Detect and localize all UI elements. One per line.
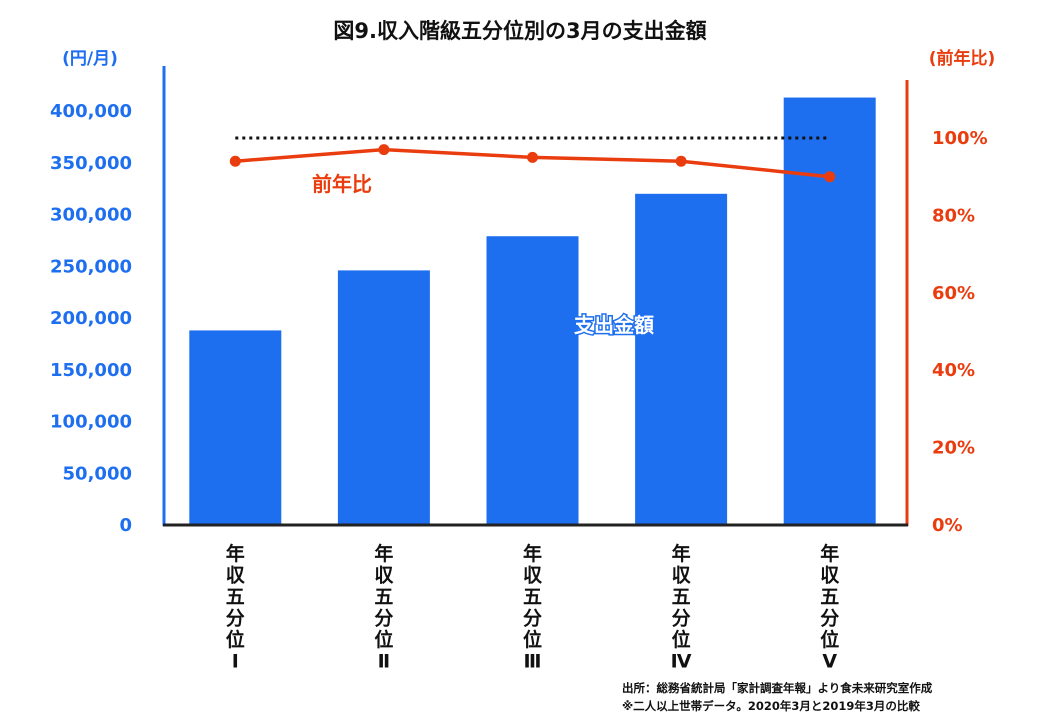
- line-series-label: 前年比: [312, 172, 372, 196]
- left-tick-label: 150,000: [50, 360, 132, 381]
- bar: [337, 270, 430, 525]
- right-axis-unit-label: (前年比): [929, 48, 996, 69]
- line-point: [675, 155, 687, 167]
- right-tick-label: 0%: [932, 515, 963, 536]
- right-tick-label: 60%: [932, 283, 975, 304]
- left-tick-label: 300,000: [50, 205, 132, 226]
- bar: [189, 330, 282, 525]
- left-tick-label: 200,000: [50, 308, 132, 329]
- line-point: [824, 171, 836, 183]
- left-tick-label: 50,000: [63, 463, 132, 484]
- line-point: [229, 155, 241, 167]
- chart-title: 図9.収入階級五分位別の3月の支出金額: [333, 19, 706, 43]
- left-tick-label: 0: [119, 515, 132, 536]
- category-label: 年収五分位 Ⅰ: [226, 542, 246, 673]
- category-label: 年収五分位 Ⅱ: [374, 542, 394, 673]
- line-point: [527, 151, 538, 163]
- left-axis-ticks: 0 50,000 100,000 150,000 200,000 250,000 300,0…: [50, 101, 132, 536]
- right-axis-ticks: 0% 20% 40% 60% 80% 100%: [932, 128, 988, 536]
- right-tick-label: 40%: [932, 360, 975, 381]
- category-labels: 年収五分位 Ⅰ 年収五分位 Ⅱ 年収五分位 Ⅲ 年収五分位 Ⅳ 年収五分位 Ⅴ: [226, 542, 840, 673]
- right-tick-label: 80%: [932, 205, 975, 226]
- category-label: 年収五分位 Ⅲ: [523, 542, 543, 673]
- left-tick-label: 350,000: [50, 153, 132, 174]
- bar: [635, 193, 728, 526]
- line-series: [229, 144, 836, 183]
- bar: [486, 236, 579, 526]
- dataset-note: ※二人以上世帯データ。2020年3月と2019年3月の比較: [622, 699, 920, 713]
- category-label: 年収五分位 Ⅴ: [820, 542, 840, 673]
- left-tick-label: 400,000: [50, 101, 132, 122]
- left-tick-label: 100,000: [50, 412, 132, 433]
- left-axis-unit-label: (円/月): [62, 49, 118, 69]
- category-label: 年収五分位 Ⅳ: [671, 542, 692, 673]
- bar-series: [189, 97, 876, 526]
- right-tick-label: 100%: [932, 128, 988, 149]
- source-note: 出所：総務省統計局「家計調査年報」より食未来研究室作成: [622, 681, 933, 695]
- right-tick-label: 20%: [932, 438, 975, 459]
- left-tick-label: 250,000: [50, 256, 132, 277]
- line-point: [378, 144, 390, 156]
- bar: [783, 97, 876, 526]
- axes: [162, 66, 909, 527]
- bar-series-label: 支出金額: [574, 313, 654, 337]
